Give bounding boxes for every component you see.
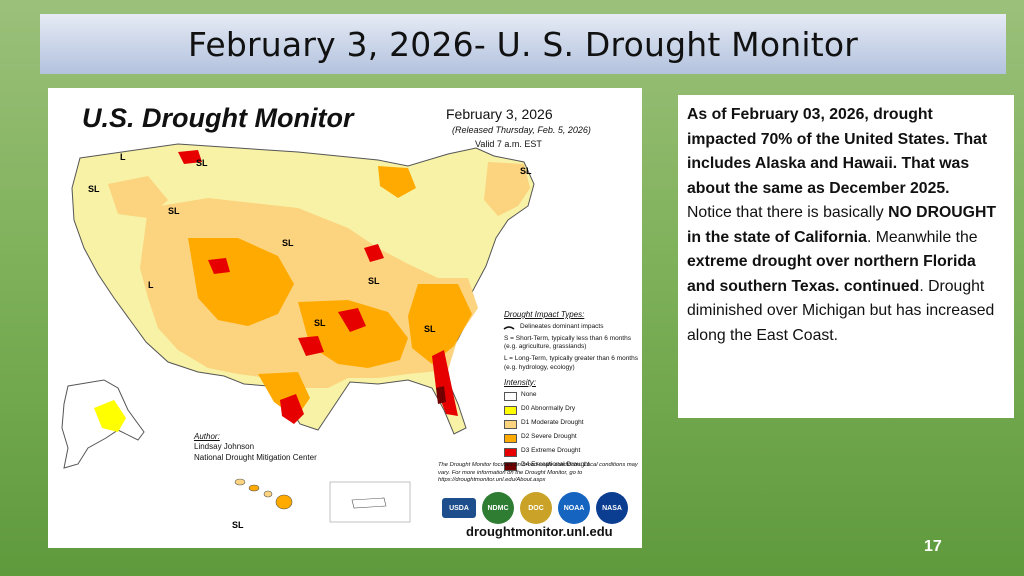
intensity-row-d0: D0 Abnormally Dry <box>504 405 639 415</box>
drought-d3-region <box>208 258 230 274</box>
impact-long-term: L = Long-Term, typically greater than 6 … <box>504 355 638 371</box>
drought-d3-region <box>280 394 304 424</box>
map-label-sl: SL <box>196 158 208 168</box>
page-number: 17 <box>924 538 942 555</box>
intensity-swatch <box>504 391 517 401</box>
drought-d3-region <box>298 336 324 356</box>
summary-plain-3: . Drought diminished over Michigan but h… <box>687 277 995 344</box>
author-label: Author: <box>194 432 220 441</box>
intensity-row-d1: D1 Moderate Drought <box>504 419 639 429</box>
intensity-swatch <box>504 419 517 429</box>
summary-bold-3: extreme drought over northern Florida an… <box>687 253 976 295</box>
map-label-sl: SL <box>368 276 380 286</box>
drought-monitor-url[interactable]: droughtmonitor.unl.edu <box>466 524 613 539</box>
drought-map-panel: U.S. Drought Monitor February 3, 2026 (R… <box>48 88 642 548</box>
summary-bold-1: As of February 03, 2026, drought impacte… <box>687 106 988 197</box>
map-label-sl: SL <box>282 238 294 248</box>
impact-types-header: Drought Impact Types: <box>504 310 585 319</box>
drought-d2-region <box>298 300 408 368</box>
intensity-row-d2: D2 Severe Drought <box>504 433 639 443</box>
map-released: (Released Thursday, Feb. 5, 2026) <box>452 125 591 135</box>
summary-paragraph: As of February 03, 2026, drought impacte… <box>678 95 1014 348</box>
impact-line-sample <box>503 326 515 330</box>
drought-d1-northeast <box>484 162 530 216</box>
drought-d3-region <box>432 350 458 416</box>
author-name: Lindsay Johnson <box>194 442 255 452</box>
summary-bold-2: NO DROUGHT in the state of California <box>687 204 997 246</box>
drought-d2-region <box>408 284 472 364</box>
intensity-row-d4: D4 Exceptional Drought <box>504 461 639 471</box>
ndmc-logo: NDMC <box>482 492 514 524</box>
noaa-logo: NOAA <box>558 492 590 524</box>
intensity-header: Intensity: <box>504 377 537 387</box>
summary-plain-1: Notice that there is basically <box>687 179 963 221</box>
intensity-row-none: None <box>504 391 639 401</box>
alaska-drought <box>94 400 126 432</box>
intensity-swatch <box>504 447 517 457</box>
intensity-swatch <box>504 405 517 415</box>
hawaii-islands <box>234 478 293 510</box>
drought-d3-region <box>364 244 384 262</box>
slide-title-bar: February 3, 2026- U. S. Drought Monitor <box>40 14 1006 74</box>
summary-text-panel: As of February 03, 2026, drought impacte… <box>678 95 1014 418</box>
map-disclaimer: The Drought Monitor focuses on broad-sca… <box>438 462 638 484</box>
map-label-sl: SL <box>520 166 532 176</box>
drought-d1-northwest <box>108 176 168 218</box>
map-title: U.S. Drought Monitor <box>82 103 354 133</box>
impact-dominant: Delineates dominant impacts <box>520 323 604 330</box>
map-label-sl: SL <box>424 324 436 334</box>
doc-logo: DOC <box>520 492 552 524</box>
drought-d3-region <box>338 308 366 332</box>
map-label-sl-hawaii: SL <box>232 520 244 530</box>
puerto-rico-outline <box>351 497 387 509</box>
intensity-row-d3: D3 Extreme Drought <box>504 447 639 457</box>
map-valid-time: Valid 7 a.m. EST <box>475 139 542 149</box>
author-org: National Drought Mitigation Center <box>194 452 317 462</box>
author-block: Author: Lindsay Johnson National Drought… <box>194 432 317 463</box>
drought-map-graphic <box>61 143 535 523</box>
drought-d2-region <box>378 166 416 198</box>
map-label-sl: SL <box>314 318 326 328</box>
slide-title: February 3, 2026- U. S. Drought Monitor <box>187 24 859 64</box>
map-label-sl: SL <box>88 184 100 194</box>
map-label-l: L <box>148 280 154 290</box>
nasa-logo: NASA <box>596 492 628 524</box>
impact-short-term: S = Short-Term, typically less than 6 mo… <box>504 335 631 351</box>
map-label-sl: SL <box>168 206 180 216</box>
drought-d4-region <box>436 386 446 404</box>
usda-logo: USDA <box>442 498 476 518</box>
summary-plain-2: . Meanwhile the <box>866 228 978 246</box>
agency-logos: USDA NDMC DOC NOAA NASA <box>442 492 628 524</box>
map-legend: Drought Impact Types: Delineates dominan… <box>504 310 639 475</box>
map-date: February 3, 2026 <box>446 106 553 122</box>
intensity-swatch <box>504 433 517 443</box>
intensity-swatch <box>504 461 517 471</box>
map-label-l: L <box>120 152 126 162</box>
drought-d3-region <box>178 150 202 164</box>
